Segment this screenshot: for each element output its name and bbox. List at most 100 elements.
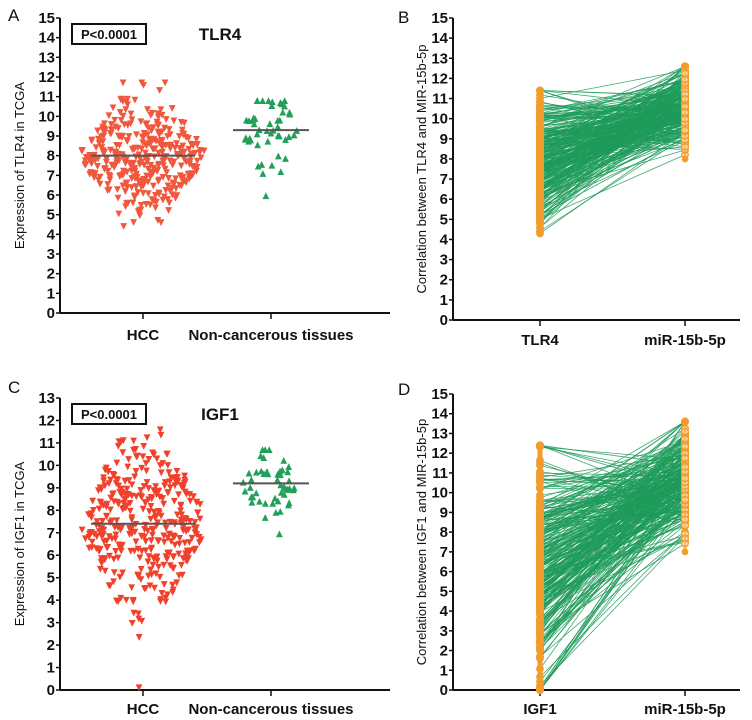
triangle-down-point [182, 516, 190, 524]
triangle-down-point [144, 106, 151, 114]
triangle-down-point [140, 134, 147, 142]
triangle-down-point [112, 548, 120, 555]
triangle-down-point [110, 578, 117, 586]
triangle-down-point [126, 499, 134, 507]
p-value-box [71, 23, 147, 45]
paired-line [539, 471, 686, 481]
y-tick-label: 5 [440, 211, 448, 228]
outlier-point [135, 684, 143, 692]
triangle-down-point [178, 561, 185, 569]
triangle-down-point [122, 106, 130, 114]
triangle-down-point [168, 191, 176, 199]
paired-line [539, 500, 686, 505]
y-tick-label: 14 [431, 30, 448, 47]
triangle-down-point [190, 547, 198, 555]
triangle-up-point [260, 470, 268, 477]
triangle-up-point [261, 514, 269, 521]
triangle-down-point [150, 145, 158, 153]
triangle-down-point [169, 564, 177, 572]
triangle-down-point [175, 572, 183, 580]
paired-line [539, 509, 686, 607]
triangle-up-point [277, 99, 284, 107]
x-category-label: miR-15b-5p [644, 701, 726, 718]
paired-line [539, 72, 686, 142]
triangle-down-point [162, 524, 170, 532]
triangle-down-point [166, 131, 174, 139]
paired-line [539, 543, 686, 634]
right-min-point [681, 155, 689, 163]
triangle-down-point [88, 160, 96, 167]
triangle-down-point [160, 538, 168, 546]
triangle-down-point [143, 479, 151, 486]
y-tick-label: 2 [47, 266, 55, 283]
triangle-down-point [128, 481, 136, 489]
triangle-up-point [259, 170, 267, 177]
triangle-up-point [259, 97, 266, 104]
triangle-down-point [137, 118, 145, 126]
triangle-down-point [128, 619, 136, 627]
triangle-up-point [253, 97, 261, 104]
triangle-down-point [109, 490, 117, 498]
paired-line [539, 108, 686, 184]
triangle-down-point [120, 223, 128, 230]
paired-line [539, 131, 686, 234]
triangle-down-point [194, 509, 202, 517]
triangle-down-point [170, 117, 178, 125]
triangle-down-point [117, 547, 125, 555]
triangle-down-point [125, 456, 133, 463]
y-tick-label: 10 [38, 108, 55, 125]
chart-title: IGF1 [201, 405, 239, 424]
triangle-up-point [268, 161, 276, 169]
y-tick-label: 3 [47, 615, 55, 632]
triangle-down-point [181, 539, 189, 547]
p-value-annotation: P<0.0001 [81, 27, 137, 42]
triangle-down-point [185, 526, 192, 534]
triangle-down-point [120, 121, 128, 129]
triangle-up-point [247, 476, 255, 483]
y-axis-label: Correlation between IGF1 and MIR-15b-5p [414, 419, 429, 665]
triangle-down-point [147, 493, 155, 501]
triangle-down-point [103, 500, 111, 508]
paired-line [539, 519, 686, 575]
x-category-label: miR-15b-5p [644, 332, 726, 349]
y-tick-label: 10 [431, 485, 448, 502]
triangle-down-point [139, 505, 147, 513]
triangle-up-point [265, 97, 272, 104]
triangle-down-point [179, 142, 187, 150]
triangle-down-point [129, 199, 137, 207]
triangle-down-point [176, 172, 184, 180]
triangle-down-point [88, 529, 95, 536]
y-tick-label: 5 [440, 583, 448, 600]
y-tick-label: 0 [47, 305, 55, 322]
triangle-down-point [166, 518, 174, 526]
triangle-down-point [149, 561, 157, 569]
y-tick-label: 13 [38, 390, 55, 407]
triangle-down-point [150, 508, 158, 516]
triangle-down-point [113, 476, 120, 483]
triangle-down-point [78, 526, 86, 534]
triangle-down-point [96, 545, 104, 553]
triangle-down-point [157, 431, 165, 439]
triangle-down-point [160, 193, 168, 201]
y-tick-label: 0 [47, 682, 55, 699]
triangle-down-point [147, 537, 155, 545]
triangle-down-point [123, 485, 131, 493]
triangle-down-point [128, 175, 136, 182]
triangle-down-point [90, 174, 98, 182]
triangle-down-point [166, 478, 174, 486]
triangle-down-point [187, 140, 195, 148]
triangle-down-point [148, 525, 156, 533]
triangle-up-point [280, 456, 288, 464]
triangle-down-point [93, 518, 101, 526]
y-tick-label: 12 [431, 445, 448, 462]
x-category-label: TLR4 [521, 332, 559, 349]
y-tick-label: 11 [39, 89, 55, 106]
triangle-down-point [145, 456, 153, 463]
triangle-down-point [116, 109, 124, 116]
paired-line [539, 70, 686, 99]
triangle-down-point [126, 507, 134, 515]
triangle-down-point [123, 179, 131, 187]
triangle-down-point [138, 547, 146, 555]
chart-title: TLR4 [199, 25, 242, 44]
triangle-up-point [276, 507, 284, 515]
